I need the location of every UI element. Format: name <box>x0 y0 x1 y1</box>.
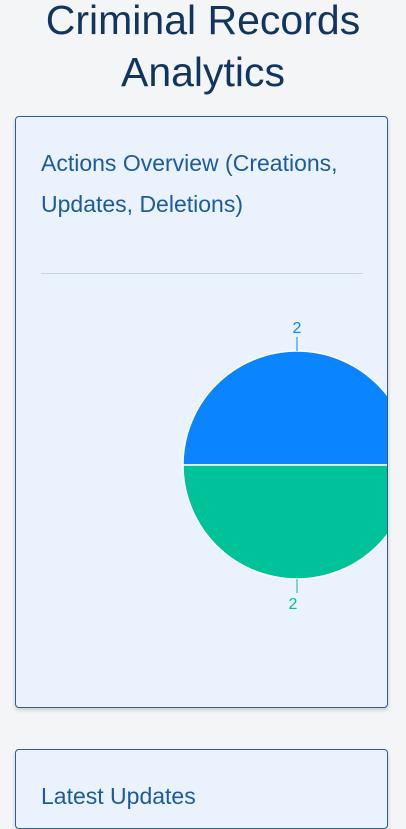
pie-slice-update[interactable] <box>182 464 388 580</box>
actions-pie-chart: 22 createupdate <box>182 320 388 613</box>
card-title: Latest Updates <box>41 783 196 809</box>
actions-overview-card: Actions Overview (Creations, Updates, De… <box>15 116 388 708</box>
data-label-update: 2 <box>289 596 298 613</box>
pie-slices <box>182 350 388 580</box>
divider <box>41 273 363 274</box>
page-title: Criminal Records Analytics <box>45 0 361 95</box>
data-label-create: 2 <box>293 320 302 337</box>
pie-slice-create[interactable] <box>182 350 388 466</box>
latest-updates-card: Latest Updates <box>15 749 388 829</box>
card-title: Actions Overview (Creations, Updates, De… <box>41 150 338 217</box>
pie-labels: 22 <box>289 320 302 613</box>
